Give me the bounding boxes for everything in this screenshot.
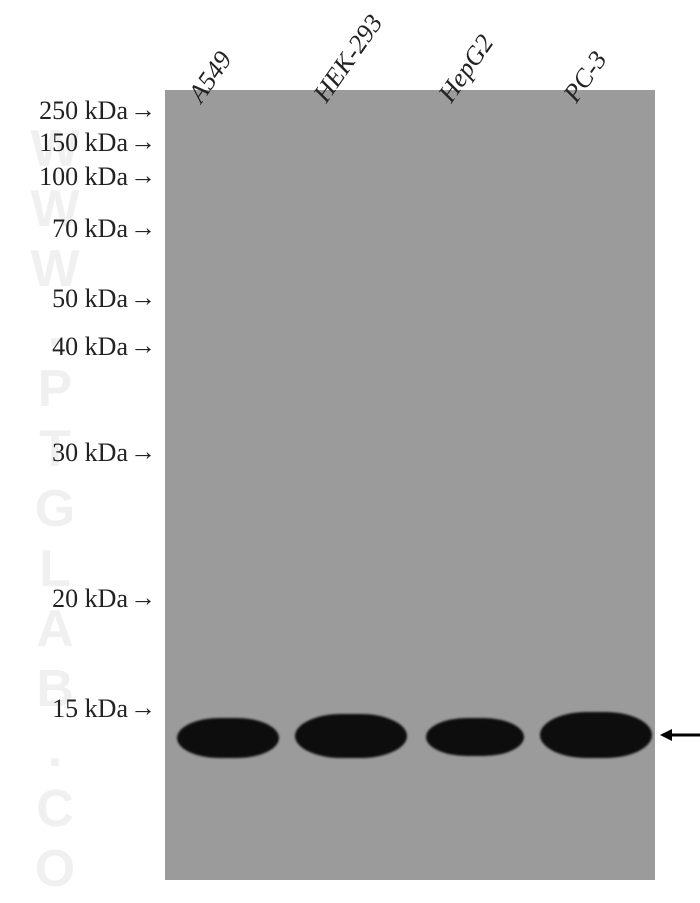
mw-label: 70 kDa xyxy=(8,214,128,244)
arrow-right-icon: → xyxy=(130,331,156,361)
mw-label: 15 kDa xyxy=(8,694,128,724)
mw-label: 150 kDa xyxy=(8,128,128,158)
band-indicator-arrow-icon xyxy=(660,723,700,747)
mw-label: 50 kDa xyxy=(8,284,128,314)
mw-label: 100 kDa xyxy=(8,162,128,192)
protein-band xyxy=(295,714,407,758)
mw-label: 250 kDa xyxy=(8,96,128,126)
protein-band xyxy=(426,718,524,756)
arrow-right-icon: → xyxy=(130,161,156,191)
blot-membrane: WWW.PTGLAB.COM xyxy=(165,90,655,880)
protein-band xyxy=(540,712,652,758)
protein-band xyxy=(177,718,279,758)
arrow-right-icon: → xyxy=(130,693,156,723)
arrow-right-icon: → xyxy=(130,283,156,313)
mw-label: 20 kDa xyxy=(8,584,128,614)
arrow-right-icon: → xyxy=(130,583,156,613)
arrow-right-icon: → xyxy=(130,213,156,243)
mw-label: 40 kDa xyxy=(8,332,128,362)
arrow-right-icon: → xyxy=(130,95,156,125)
arrow-right-icon: → xyxy=(130,127,156,157)
figure-root: WWW.PTGLAB.COM WWW.PTGLAB.COM 250 kDa→15… xyxy=(0,0,700,903)
arrow-right-icon: → xyxy=(130,437,156,467)
mw-label: 30 kDa xyxy=(8,438,128,468)
